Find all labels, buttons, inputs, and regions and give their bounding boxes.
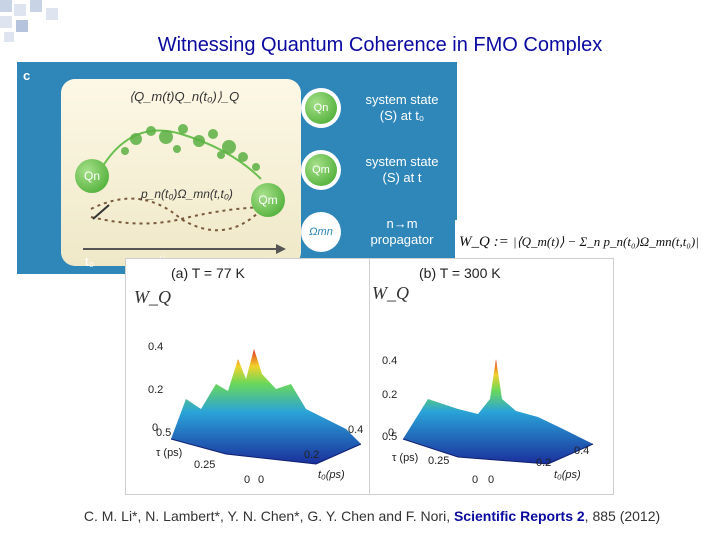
plot-b-ztick-2: 0 [388, 427, 395, 439]
plot-a-t0tick-0: 0.4 [348, 424, 364, 436]
plot-b-tautick-1: 0.25 [428, 455, 450, 467]
plot-b-title: (b) T = 300 K [419, 265, 501, 281]
surface-plots: (a) T = 77 K W_Q 0.4 0.2 0 0.5 0.25 0 τ … [125, 258, 614, 495]
formula-lhs: W_Q := [459, 234, 509, 250]
legend-qn-line2: (S) at t₀ [379, 108, 425, 123]
plot-b-ztick-0: 0.4 [382, 355, 398, 367]
legend-qn-text: system state (S) at t₀ [347, 92, 457, 124]
legend-qm-circle: Qm [301, 150, 341, 190]
legend-omega-line2: propagator [370, 232, 434, 247]
schematic-box: ⟨Q_m(t)Q_n(t₀)⟩_Q Qn Qm p_n(t₀)Ω_mn(t,t₀… [61, 79, 301, 269]
plot-b-ztick-1: 0.2 [382, 389, 398, 401]
panel-c-label: c [23, 68, 31, 83]
plot-a-tautick-2: 0 [244, 474, 251, 486]
legend-qn-line1: system state [365, 92, 439, 107]
plot-b-t0-label: t₀(ps) [554, 469, 581, 481]
plot-divider [369, 259, 370, 494]
correlator-label: ⟨Q_m(t)Q_n(t₀)⟩_Q [129, 89, 240, 104]
legend-omega-symbol: Ωmn [309, 226, 333, 238]
plot-b-t0tick-2: 0 [488, 474, 495, 486]
legend-qn-circle: Qn [301, 88, 341, 128]
panel-c-figure: c ⟨Q_m(t)Q_n(t₀)⟩_Q Qn Qm p_n(t₀)Ω_mn(t,… [17, 62, 457, 274]
citation-authors: C. M. Li*, N. Lambert*, Y. N. Chen*, G. … [83, 508, 451, 524]
citation-rest: , 885 (2012) [584, 508, 661, 524]
plot-b-tautick-0: 0.5 [382, 431, 398, 443]
plot-a-surface [170, 349, 362, 465]
legend-omega-line1: n→m [386, 216, 418, 231]
plot-a-ztick-0: 0.4 [148, 341, 164, 353]
plot-b-t0tick-0: 0.4 [574, 445, 590, 457]
plot-a-tau-label: τ (ps) [156, 447, 183, 459]
axis-t0-label: t₀ [85, 254, 95, 269]
plot-a-tautick-1: 0.25 [194, 459, 216, 471]
plot-b-tautick-2: 0 [472, 474, 479, 486]
classical-term-label: p_n(t₀)Ω_mn(t,t₀) [141, 187, 233, 201]
slide-title: Witnessing Quantum Coherence in FMO Comp… [157, 34, 603, 56]
plot-a-ztick-2: 0 [152, 422, 159, 434]
legend-omega-circle: Ωmn [301, 212, 341, 252]
plot-b-t0tick-1: 0.2 [536, 457, 552, 469]
legend-qn-symbol: Qn [305, 92, 337, 124]
legend-qm-line2: (S) at t [382, 170, 422, 185]
plot-b-zlabel: W_Q [372, 283, 409, 303]
legend-qm-text: system state (S) at t [347, 154, 457, 186]
citation: C. M. Li*, N. Lambert*, Y. N. Chen*, G. … [0, 508, 720, 524]
citation-journal: Scientific Reports 2 [453, 508, 585, 524]
plot-a-zlabel: W_Q [134, 287, 171, 307]
qm-node: Qm [251, 183, 285, 217]
formula-body: |⟨Q_m(t)⟩ − Σ_n p_n(t₀)Ω_mn(t,t₀)| [513, 234, 699, 249]
qn-node: Qn [75, 159, 109, 193]
plot-a-t0tick-2: 0 [258, 474, 265, 486]
legend-qm-symbol: Qm [305, 154, 337, 186]
plot-a-t0-label: t₀(ps) [318, 469, 345, 481]
plot-a-tautick-0: 0.5 [156, 427, 172, 439]
legend-omega-text: n→m propagator [347, 216, 457, 248]
legend-qm-line1: system state [365, 154, 439, 169]
plot-b-tau-label: τ (ps) [392, 452, 419, 464]
plot-a-title: (a) T = 77 K [171, 265, 245, 281]
plot-b-surface [402, 359, 594, 465]
plot-a-t0tick-1: 0.2 [304, 449, 320, 461]
plot-a-ztick-1: 0.2 [148, 384, 164, 396]
